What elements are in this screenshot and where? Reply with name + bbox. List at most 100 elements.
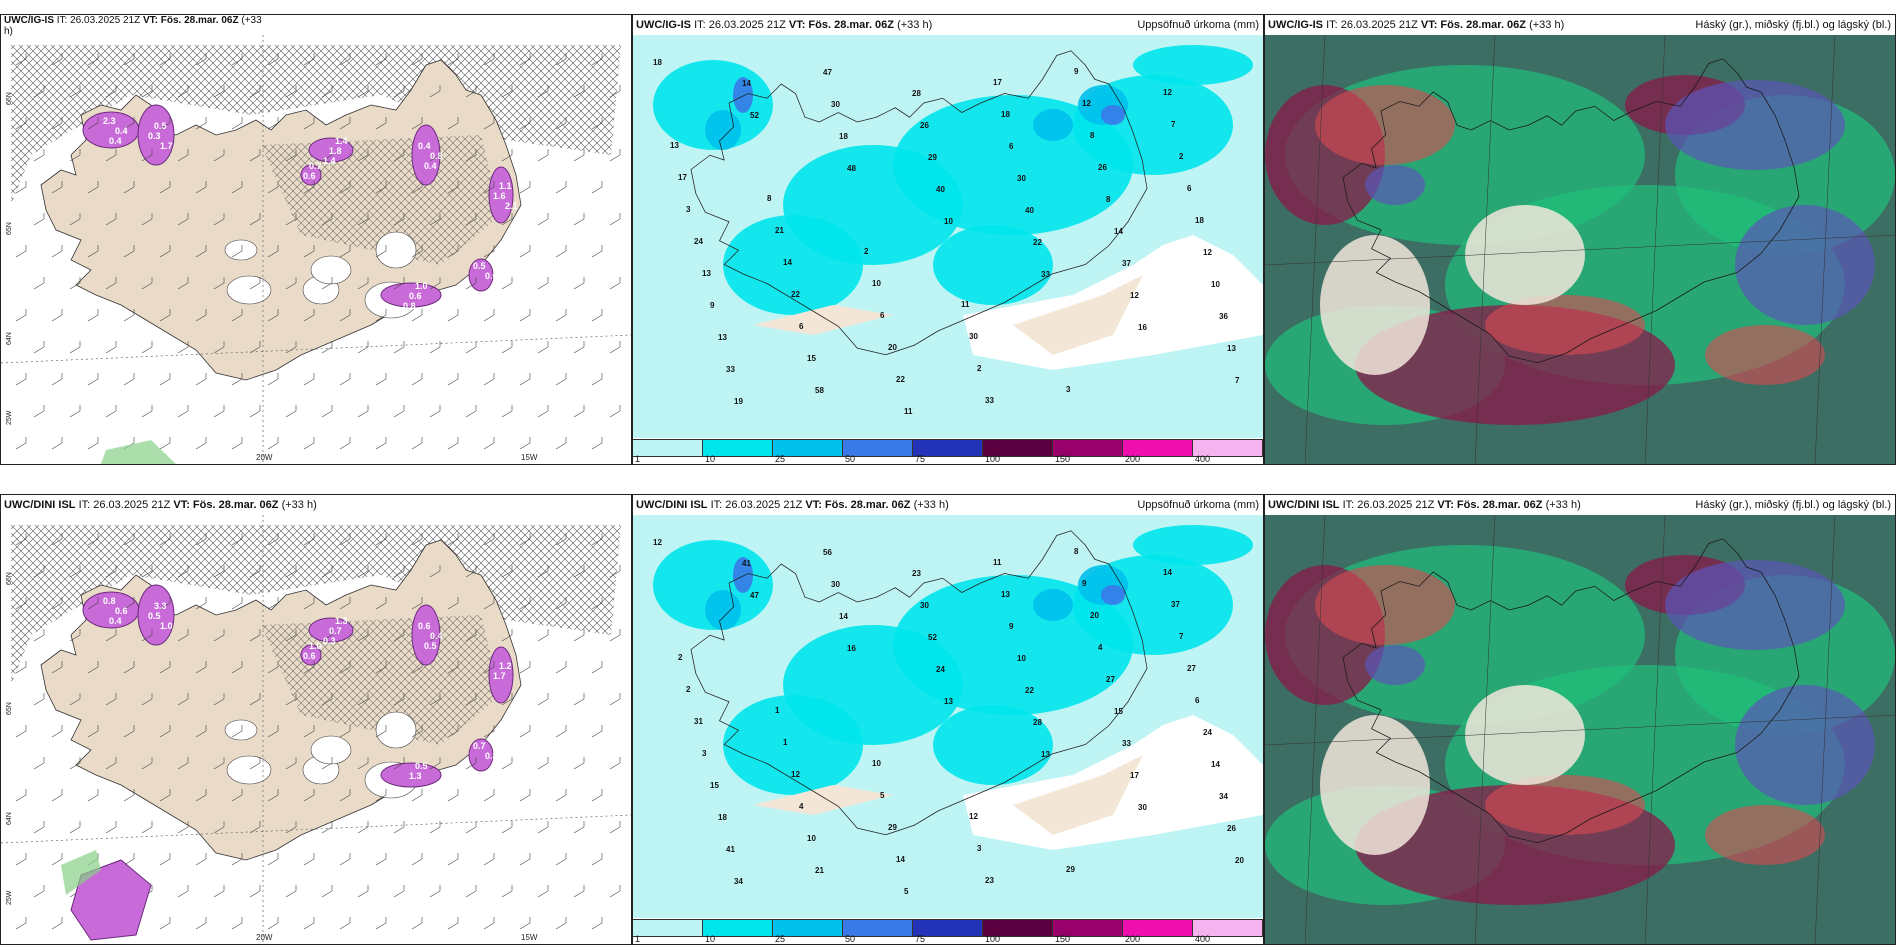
wind-barb: [609, 629, 621, 642]
precip-value: 26: [1098, 163, 1107, 172]
precip-area: [723, 215, 863, 315]
precip-value: 21: [815, 866, 824, 875]
wind-barb: [555, 309, 567, 322]
precip-value: 30: [1138, 803, 1147, 812]
wind-barb: [177, 85, 189, 98]
precip-value: 3: [977, 844, 982, 853]
field-title: Uppsöfnuð úrkoma (mm): [1137, 19, 1259, 31]
wind-barb: [15, 533, 27, 546]
wind-barb: [105, 277, 117, 290]
wind-barb: [141, 405, 153, 418]
wind-barb: [15, 725, 27, 738]
wind-barb: [159, 309, 171, 322]
snow-patch: [380, 762, 442, 788]
model-name: UWC/DINI ISL: [636, 499, 708, 511]
wind-barb: [447, 53, 459, 66]
precip-value: 37: [1122, 259, 1131, 268]
wind-barb: [609, 277, 621, 290]
precip-value: 26: [1227, 824, 1236, 833]
wind-barb: [51, 117, 63, 130]
wind-barb: [591, 917, 603, 930]
wind-barb: [159, 789, 171, 802]
wind-barb: [537, 213, 549, 226]
cloud-area: [1465, 205, 1585, 305]
wind-barb: [375, 917, 387, 930]
wind-barb: [231, 309, 243, 322]
wind-barb: [51, 181, 63, 194]
lead-time: (+33 h): [281, 499, 317, 511]
wind-barb: [537, 629, 549, 642]
wind-barb: [33, 85, 45, 98]
precip-map: 1852481033167141840221213193029403736334…: [633, 35, 1263, 438]
wind-barb: [339, 373, 351, 386]
wind-barb: [519, 597, 531, 610]
wind-barb: [123, 661, 135, 674]
wind-barb: [87, 789, 99, 802]
wind-barb: [465, 213, 477, 226]
wind-barb: [267, 853, 279, 866]
wind-barb: [537, 149, 549, 162]
precip-value: 2: [1179, 152, 1184, 161]
snow-value: 1.3: [335, 616, 348, 626]
wind-barb: [249, 277, 261, 290]
lat-label: 25W: [6, 890, 13, 905]
precip-value: 22: [791, 290, 800, 299]
lead-time: (+33: [241, 15, 262, 26]
wind-barb: [105, 85, 117, 98]
precip-value: 30: [831, 100, 840, 109]
model-name: UWC/IG-IS: [4, 15, 54, 26]
precip-value: 30: [831, 580, 840, 589]
wind-barb: [141, 149, 153, 162]
colorbar-swatch: [633, 439, 703, 457]
precip-value: 1: [783, 738, 788, 747]
precip-value: 17: [1130, 771, 1139, 780]
lat-label: 66N: [6, 92, 13, 105]
wind-barb: [393, 693, 405, 706]
wind-barb: [321, 277, 333, 290]
wind-barb: [447, 725, 459, 738]
wind-barb: [231, 789, 243, 802]
wind-barb: [249, 629, 261, 642]
grid-line: [1644, 515, 1666, 944]
init-time: IT: 26.03.2025 21Z: [1342, 499, 1435, 511]
glacier: [310, 735, 352, 765]
wind-barb: [123, 181, 135, 194]
precip-value: 27: [1106, 675, 1115, 684]
wind-barb: [285, 757, 297, 770]
colorbar-tick: 75: [915, 454, 926, 464]
wind-barb: [51, 53, 63, 66]
grid-line: [1304, 35, 1326, 464]
wind-barb: [519, 53, 531, 66]
wind-barb: [537, 757, 549, 770]
wind-barb: [213, 149, 225, 162]
colorbar-swatch: [1053, 439, 1123, 457]
wind-barb: [123, 309, 135, 322]
hatch-area: [11, 525, 621, 685]
wind-barb: [357, 277, 369, 290]
wind-barb: [447, 661, 459, 674]
snow-value: 1.0: [160, 621, 173, 631]
wind-barb: [537, 341, 549, 354]
wind-barb: [411, 725, 423, 738]
wind-barb: [465, 85, 477, 98]
wind-barb: [15, 245, 27, 258]
wind-barb: [285, 629, 297, 642]
wind-barb: [519, 661, 531, 674]
precip-value: 13: [1041, 750, 1050, 759]
lat-label: 64N: [6, 332, 13, 345]
wind-barb: [15, 181, 27, 194]
precip-value: 14: [839, 612, 848, 621]
wind-barb: [123, 53, 135, 66]
snow-value: 1.2: [499, 661, 512, 671]
wind-barb: [213, 213, 225, 226]
snow-value: 3.3: [154, 601, 167, 611]
wind-barb: [231, 245, 243, 258]
wind-barb: [141, 757, 153, 770]
colorbar-tick: 50: [845, 454, 856, 464]
precip-value: 19: [734, 397, 743, 406]
wind-barb: [609, 757, 621, 770]
wind-barb: [429, 149, 441, 162]
precip-area: [1133, 525, 1253, 565]
wind-barb: [537, 693, 549, 706]
wind-barb: [393, 821, 405, 834]
